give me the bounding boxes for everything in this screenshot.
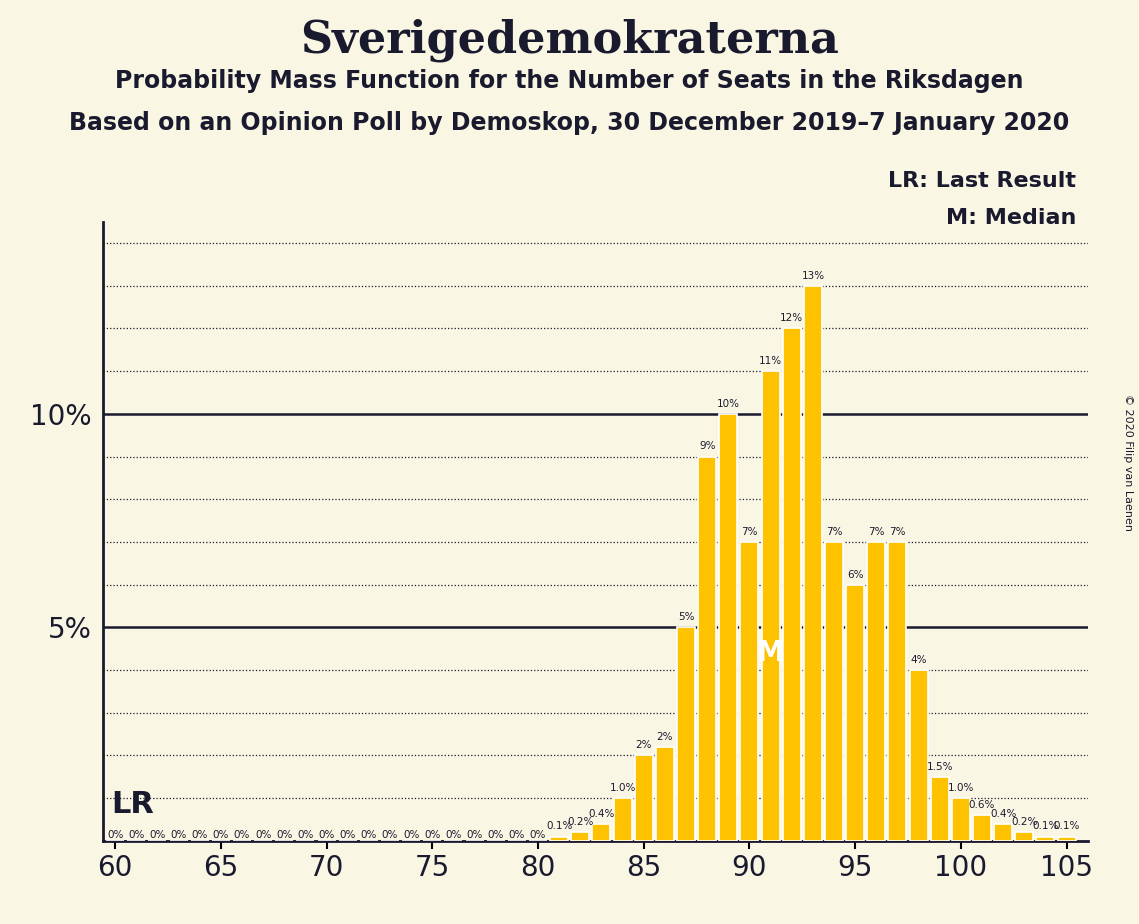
Bar [931, 777, 949, 841]
Text: 11%: 11% [759, 356, 782, 366]
Text: 7%: 7% [868, 527, 885, 537]
Bar [846, 585, 865, 841]
Bar [910, 670, 927, 841]
Text: 0%: 0% [361, 830, 377, 840]
Text: 1.0%: 1.0% [609, 783, 636, 793]
Text: 0%: 0% [339, 830, 357, 840]
Bar [804, 286, 822, 841]
Text: 0%: 0% [445, 830, 461, 840]
Text: LR: Last Result: LR: Last Result [888, 171, 1076, 191]
Bar [677, 627, 695, 841]
Bar [952, 798, 970, 841]
Bar [698, 456, 716, 841]
Bar [994, 824, 1013, 841]
Text: 0.2%: 0.2% [1011, 817, 1038, 827]
Text: 12%: 12% [780, 313, 803, 323]
Text: 10%: 10% [716, 399, 740, 408]
Text: 0.4%: 0.4% [588, 808, 615, 819]
Text: 0%: 0% [129, 830, 145, 840]
Text: 1.0%: 1.0% [948, 783, 974, 793]
Bar [1058, 836, 1075, 841]
Bar [614, 798, 632, 841]
Bar [888, 542, 907, 841]
Text: 0%: 0% [403, 830, 419, 840]
Bar [656, 747, 674, 841]
Text: 0.1%: 0.1% [1032, 821, 1058, 832]
Text: Probability Mass Function for the Number of Seats in the Riksdagen: Probability Mass Function for the Number… [115, 69, 1024, 93]
Text: 0%: 0% [297, 830, 313, 840]
Text: 0%: 0% [530, 830, 547, 840]
Text: 0.1%: 0.1% [546, 821, 573, 832]
Bar [973, 815, 991, 841]
Text: 0%: 0% [487, 830, 503, 840]
Text: 9%: 9% [699, 442, 715, 452]
Text: 2%: 2% [657, 732, 673, 742]
Text: 0%: 0% [467, 830, 483, 840]
Text: 7%: 7% [826, 527, 842, 537]
Bar [867, 542, 885, 841]
Text: © 2020 Filip van Laenen: © 2020 Filip van Laenen [1123, 394, 1132, 530]
Text: 0%: 0% [233, 830, 251, 840]
Text: 4%: 4% [910, 655, 927, 665]
Bar [720, 414, 737, 841]
Text: 0.6%: 0.6% [969, 800, 995, 810]
Text: 0%: 0% [107, 830, 123, 840]
Text: 0%: 0% [255, 830, 271, 840]
Bar [825, 542, 843, 841]
Text: 7%: 7% [741, 527, 757, 537]
Text: M: Median: M: Median [947, 208, 1076, 228]
Bar [572, 833, 589, 841]
Text: 0%: 0% [319, 830, 335, 840]
Text: Sverigedemokraterna: Sverigedemokraterna [300, 18, 839, 62]
Bar [782, 329, 801, 841]
Text: 7%: 7% [890, 527, 906, 537]
Text: 0%: 0% [276, 830, 293, 840]
Text: 6%: 6% [847, 569, 863, 579]
Bar [740, 542, 759, 841]
Text: 1.5%: 1.5% [926, 761, 953, 772]
Text: 0%: 0% [191, 830, 208, 840]
Text: M: M [756, 639, 785, 667]
Text: 0%: 0% [424, 830, 441, 840]
Bar [550, 836, 568, 841]
Text: 13%: 13% [802, 271, 825, 281]
Bar [1015, 833, 1033, 841]
Text: Based on an Opinion Poll by Demoskop, 30 December 2019–7 January 2020: Based on an Opinion Poll by Demoskop, 30… [69, 111, 1070, 135]
Text: 0.2%: 0.2% [567, 817, 593, 827]
Text: 0%: 0% [149, 830, 165, 840]
Text: 5%: 5% [678, 613, 695, 622]
Text: LR: LR [110, 790, 154, 819]
Text: 0.1%: 0.1% [1054, 821, 1080, 832]
Text: 0%: 0% [171, 830, 187, 840]
Bar [1036, 836, 1055, 841]
Text: 0%: 0% [509, 830, 525, 840]
Bar [762, 371, 779, 841]
Bar [634, 756, 653, 841]
Text: 0.4%: 0.4% [990, 808, 1016, 819]
Bar [592, 824, 611, 841]
Text: 2%: 2% [636, 740, 652, 750]
Text: 0%: 0% [382, 830, 399, 840]
Text: 0%: 0% [213, 830, 229, 840]
